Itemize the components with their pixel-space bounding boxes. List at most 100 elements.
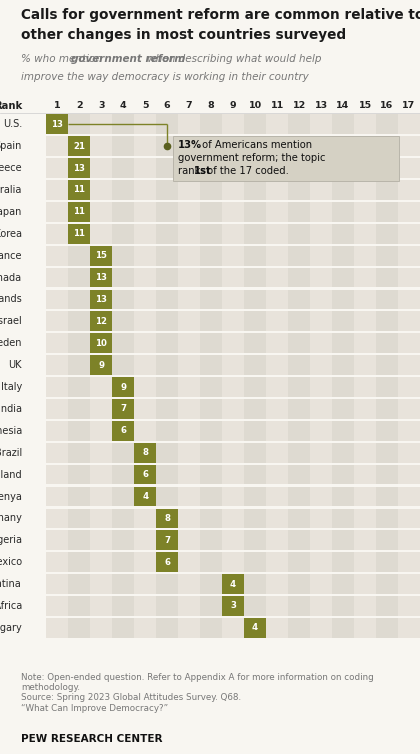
Bar xyxy=(222,575,244,594)
Text: 9: 9 xyxy=(230,101,236,110)
Bar xyxy=(332,202,354,222)
Bar xyxy=(266,421,288,440)
Bar xyxy=(134,268,156,287)
Bar xyxy=(134,202,156,222)
Bar xyxy=(332,464,354,485)
Bar xyxy=(222,508,244,529)
Text: improve the way democracy is working in their country: improve the way democracy is working in … xyxy=(21,72,309,81)
Bar xyxy=(112,311,134,331)
Bar xyxy=(200,421,222,440)
Bar xyxy=(178,224,200,244)
Bar xyxy=(244,268,266,287)
Bar xyxy=(310,290,332,309)
Bar xyxy=(112,136,134,156)
Bar xyxy=(200,596,222,616)
Bar xyxy=(398,486,420,507)
Bar xyxy=(288,531,310,550)
Text: 8: 8 xyxy=(208,101,215,110)
Text: Israel: Israel xyxy=(0,317,22,326)
Bar xyxy=(90,553,112,572)
Bar xyxy=(200,355,222,375)
Bar xyxy=(288,290,310,309)
Text: Japan: Japan xyxy=(0,207,22,217)
Bar xyxy=(222,553,244,572)
Bar xyxy=(244,553,266,572)
Bar xyxy=(288,311,310,331)
Bar xyxy=(156,508,178,529)
Bar xyxy=(46,421,68,440)
Bar xyxy=(244,618,266,638)
Bar xyxy=(90,618,112,638)
Bar xyxy=(46,333,68,353)
Bar xyxy=(46,136,68,156)
Text: 12: 12 xyxy=(292,101,306,110)
Bar xyxy=(178,311,200,331)
Bar xyxy=(376,158,398,178)
Bar xyxy=(178,443,200,462)
Bar xyxy=(68,158,90,178)
Bar xyxy=(90,246,112,265)
Bar xyxy=(178,596,200,616)
Bar xyxy=(90,486,112,507)
Bar xyxy=(90,596,112,616)
Bar xyxy=(332,421,354,440)
Bar xyxy=(288,553,310,572)
Bar xyxy=(134,224,156,244)
Bar xyxy=(288,464,310,485)
Bar xyxy=(244,618,266,638)
Bar xyxy=(178,290,200,309)
Bar xyxy=(266,618,288,638)
Bar xyxy=(46,486,68,507)
Bar xyxy=(332,333,354,353)
Bar xyxy=(266,596,288,616)
Bar xyxy=(200,224,222,244)
Bar xyxy=(46,158,68,178)
Bar xyxy=(222,290,244,309)
Bar xyxy=(398,553,420,572)
Text: 1st: 1st xyxy=(194,167,212,176)
Bar xyxy=(90,180,112,200)
Bar xyxy=(46,290,68,309)
Bar xyxy=(354,290,376,309)
Text: Mexico: Mexico xyxy=(0,557,22,567)
Bar xyxy=(398,333,420,353)
Bar xyxy=(134,246,156,265)
Bar xyxy=(222,180,244,200)
Text: 15: 15 xyxy=(95,251,107,260)
Bar xyxy=(310,355,332,375)
Bar xyxy=(222,421,244,440)
Text: 3: 3 xyxy=(98,101,105,110)
Bar xyxy=(398,377,420,397)
Bar xyxy=(288,618,310,638)
Bar xyxy=(332,158,354,178)
Bar xyxy=(68,531,90,550)
Bar xyxy=(244,246,266,265)
Bar xyxy=(68,202,90,222)
Bar xyxy=(222,443,244,462)
Bar xyxy=(266,290,288,309)
Bar xyxy=(90,399,112,418)
Bar xyxy=(310,421,332,440)
Bar xyxy=(200,377,222,397)
Text: 13: 13 xyxy=(73,164,85,173)
Bar xyxy=(156,596,178,616)
Bar xyxy=(68,596,90,616)
Bar xyxy=(310,311,332,331)
Bar xyxy=(178,531,200,550)
Bar xyxy=(222,355,244,375)
Bar xyxy=(376,136,398,156)
Text: South Africa: South Africa xyxy=(0,601,22,611)
Bar xyxy=(112,377,134,397)
Bar xyxy=(156,377,178,397)
Bar xyxy=(310,486,332,507)
Bar xyxy=(46,553,68,572)
Bar xyxy=(90,246,112,265)
Bar xyxy=(332,290,354,309)
Bar xyxy=(68,180,90,200)
Bar xyxy=(90,575,112,594)
Bar xyxy=(134,553,156,572)
Text: 13: 13 xyxy=(51,120,63,129)
Bar xyxy=(310,136,332,156)
Bar xyxy=(266,333,288,353)
Bar xyxy=(134,508,156,529)
